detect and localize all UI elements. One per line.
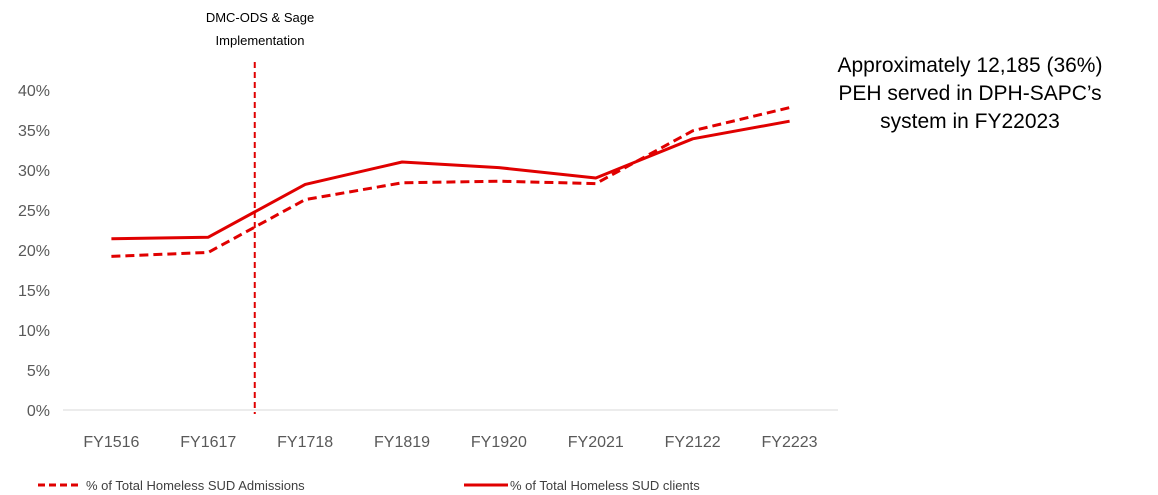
y-tick-label: 10% [18,323,50,340]
y-tick-label: 40% [18,83,50,100]
x-tick-label: FY2021 [568,434,624,451]
y-tick-label: 35% [18,123,50,140]
x-tick-label: FY1819 [374,434,430,451]
y-tick-label: 0% [27,403,50,420]
callout-line-1: Approximately 12,185 (36%) [837,54,1103,77]
x-tick-label: FY1920 [471,434,527,451]
x-tick-label: FY1617 [180,434,236,451]
y-tick-label: 30% [18,163,50,180]
legend-dashed-line-icon [38,483,82,487]
series-line-admissions [111,106,790,258]
callout-line-3: system in FY22023 [880,110,1060,133]
y-axis-ticks: 0% 5% 10% 15% 20% 25% 30% 35% 40% [18,83,50,420]
x-tick-label: FY1516 [83,434,139,451]
y-tick-label: 25% [18,203,50,220]
y-tick-label: 20% [18,243,50,260]
x-tick-label: FY2122 [665,434,721,451]
legend-item-admissions: % of Total Homeless SUD Admissions [36,476,305,494]
y-tick-label: 5% [27,363,50,380]
legend-label-clients: % of Total Homeless SUD clients [510,477,700,493]
series-line-clients [111,119,790,241]
series-lines [111,106,790,258]
implementation-label-line1: DMC-ODS & Sage [206,10,314,25]
legend-item-clients: % of Total Homeless SUD clients [462,476,700,494]
x-tick-label: FY1718 [277,434,333,451]
implementation-label-line2: Implementation [216,33,305,48]
legend-label-admissions: % of Total Homeless SUD Admissions [86,477,305,493]
x-tick-label: FY2223 [762,434,818,451]
y-tick-label: 15% [18,283,50,300]
callout-line-2: PEH served in DPH-SAPC’s [838,82,1102,105]
legend-solid-line-icon [464,483,508,487]
summary-callout: Approximately 12,185 (36%) PEH served in… [790,52,1150,136]
x-axis-ticks: FY1516 FY1617 FY1718 FY1819 FY1920 FY2021 FY21… [83,434,817,451]
